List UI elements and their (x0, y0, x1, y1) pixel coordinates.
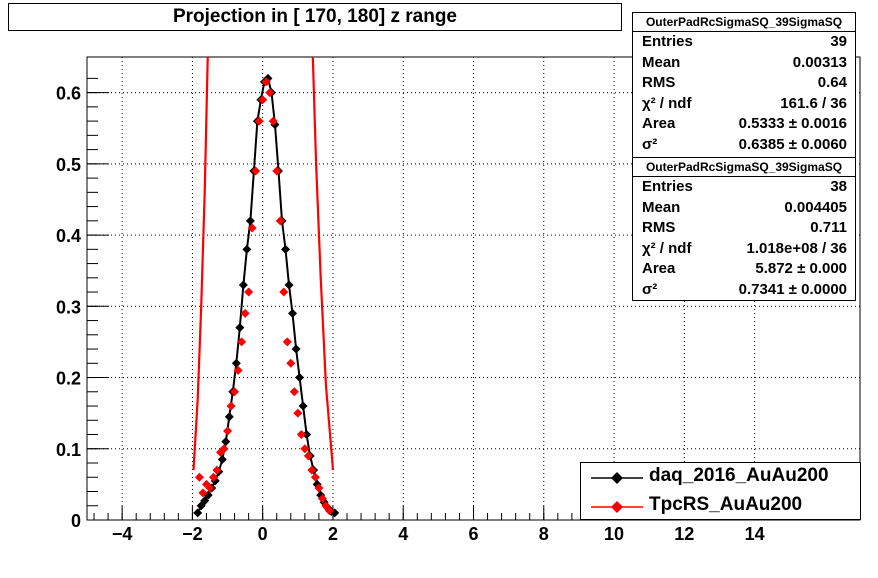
data-point-daq (284, 280, 294, 290)
data-point-tpcrs (265, 88, 275, 98)
data-point-daq (245, 216, 255, 226)
x-tick-label: 8 (539, 524, 549, 544)
legend-item-daq: daq_2016_AuAu200 (581, 463, 860, 491)
stats-row: RMS 0.711 (642, 219, 847, 237)
data-point-tpcrs (303, 451, 313, 461)
data-point-tpcrs (258, 95, 268, 105)
data-point-tpcrs (247, 223, 257, 233)
stats-box-2-header: OuterPadRcSigmaSQ_39SigmaSQ (633, 158, 855, 177)
stats-box-1-header: OuterPadRcSigmaSQ_39SigmaSQ (633, 13, 855, 32)
data-point-tpcrs (219, 444, 229, 454)
data-point-daq (330, 508, 340, 518)
data-point-tpcrs (223, 426, 233, 436)
data-point-tpcrs (254, 116, 264, 126)
legend-item-tpcrs: TpcRS_AuAu200 (581, 492, 860, 520)
data-point-daq (235, 323, 245, 333)
data-point-tpcrs (314, 483, 324, 493)
data-point-tpcrs (212, 465, 222, 475)
data-point-tpcrs (293, 408, 303, 418)
data-point-tpcrs (198, 488, 208, 498)
data-point-daq (298, 401, 308, 411)
y-tick-label: 0.4 (56, 226, 81, 246)
chart-title: Projection in [ 170, 180] z range (8, 3, 622, 31)
legend: daq_2016_AuAu200 TpcRS_AuAu200 (580, 462, 861, 520)
stats-row: Mean 0.004405 (642, 198, 847, 216)
x-tick-label: 12 (674, 524, 694, 544)
data-point-tpcrs (282, 337, 292, 347)
y-tick-label: 0.1 (56, 440, 81, 460)
data-point-tpcrs (230, 387, 240, 397)
x-tick-label: 14 (745, 524, 765, 544)
data-point-tpcrs (233, 365, 243, 375)
data-point-tpcrs (286, 358, 296, 368)
stats-row: RMS 0.64 (642, 74, 847, 92)
data-point-daq (217, 454, 227, 464)
x-tick-label: 0 (258, 524, 268, 544)
legend-label-tpcrs: TpcRS_AuAu200 (649, 494, 803, 515)
data-point-tpcrs (300, 444, 310, 454)
data-point-daq (224, 412, 234, 422)
stats-row: σ² 0.7341 ± 0.0000 (642, 280, 847, 298)
data-point-daq (221, 437, 231, 447)
x-tick-label: −4 (112, 524, 133, 544)
stats-box-2: OuterPadRcSigmaSQ_39SigmaSQ Entries 38 Me… (632, 157, 856, 301)
legend-label-daq: daq_2016_AuAu200 (649, 465, 829, 486)
data-point-daq (288, 308, 298, 318)
y-tick-label: 0.3 (56, 297, 81, 317)
data-point-daq (291, 344, 301, 354)
data-point-tpcrs (261, 77, 271, 87)
stats-row: Entries 38 (642, 178, 847, 195)
stats-row: χ² / ndf 1.018e+08 / 36 (642, 239, 847, 257)
stats-box-1: OuterPadRcSigmaSQ_39SigmaSQ Entries 39 Me… (632, 12, 856, 158)
data-point-tpcrs (289, 387, 299, 397)
data-point-tpcrs (244, 287, 254, 297)
data-point-tpcrs (205, 483, 215, 493)
legend-marker-daq (591, 472, 643, 484)
x-tick-label: −2 (182, 524, 203, 544)
data-point-tpcrs (226, 401, 236, 411)
data-point-tpcrs (237, 337, 247, 347)
data-point-daq (200, 496, 210, 506)
data-point-tpcrs (272, 166, 282, 176)
y-tick-label: 0.5 (56, 155, 81, 175)
data-point-daq (193, 508, 203, 518)
data-point-tpcrs (240, 308, 250, 318)
data-point-daq (302, 430, 312, 440)
stats-row: Area 5.872 ± 0.000 (642, 260, 847, 278)
data-point-tpcrs (317, 494, 327, 504)
x-tick-label: 10 (604, 524, 624, 544)
data-point-daq (242, 244, 252, 254)
data-point-tpcrs (296, 430, 306, 440)
data-point-tpcrs (268, 116, 278, 126)
y-tick-label: 0.6 (56, 84, 81, 104)
stats-row: σ² 0.6385 ± 0.0060 (642, 135, 847, 153)
x-tick-label: 6 (468, 524, 478, 544)
data-point-tpcrs (307, 465, 317, 475)
data-point-tpcrs (208, 472, 218, 482)
data-point-tpcrs (251, 166, 261, 176)
data-point-tpcrs (194, 472, 204, 482)
stats-row: Mean 0.00313 (642, 53, 847, 71)
legend-marker-tpcrs (591, 501, 643, 513)
data-point-daq (231, 358, 241, 368)
stats-row: χ² / ndf 161.6 / 36 (642, 94, 847, 112)
data-point-daq (281, 244, 291, 254)
y-tick-label: 0 (71, 511, 81, 531)
fit-curve-tpcrs-left (192, 57, 209, 471)
x-tick-label: 2 (328, 524, 338, 544)
data-point-tpcrs (279, 287, 289, 297)
data-point-tpcrs (310, 472, 320, 482)
stats-row: Entries 39 (642, 33, 847, 50)
x-tick-label: 4 (398, 524, 408, 544)
data-point-tpcrs (275, 216, 285, 226)
y-tick-label: 0.2 (56, 369, 81, 389)
data-point-daq (238, 280, 248, 290)
fit-curve-tpcrs-right (311, 57, 335, 471)
data-point-tpcrs (324, 506, 334, 516)
data-point-daq (295, 373, 305, 383)
stats-row: Area 0.5333 ± 0.0016 (642, 115, 847, 133)
